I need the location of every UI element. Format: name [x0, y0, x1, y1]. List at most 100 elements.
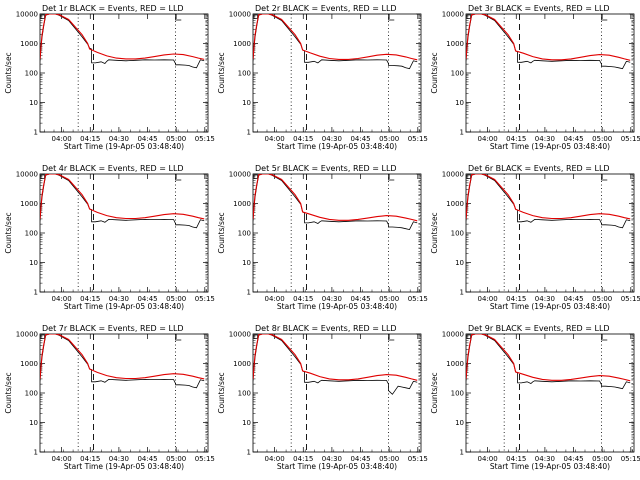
y-tick-label: 1	[460, 449, 464, 457]
y-tick-label: 10000	[229, 331, 251, 339]
lld-series-line	[253, 14, 418, 61]
y-tick-label: 10000	[442, 331, 464, 339]
lld-series-line	[40, 14, 205, 60]
panel-title: Det 6r BLACK = Events, RED = LLD	[468, 164, 610, 173]
x-tick-label: 04:00	[52, 455, 72, 463]
corner-marker	[466, 14, 471, 19]
lld-series-line	[466, 174, 631, 220]
panel-title: Det 3r BLACK = Events, RED = LLD	[468, 4, 610, 13]
x-tick-label: 05:00	[166, 455, 186, 463]
corner-marker	[40, 334, 45, 339]
x-tick-label: 05:00	[379, 455, 399, 463]
plot-frame	[465, 333, 635, 453]
x-tick-label: 04:30	[322, 455, 342, 463]
x-tick-label: 04:45	[563, 295, 583, 303]
x-tick-label: 05:15	[408, 455, 428, 463]
y-tick-label: 10000	[442, 171, 464, 179]
y-tick-label: 1000	[446, 40, 464, 48]
y-axis-label: Counts/sec	[4, 212, 13, 253]
y-tick-label: 10000	[16, 11, 38, 19]
corner-marker	[601, 335, 608, 341]
y-axis-label: Counts/sec	[217, 212, 226, 253]
x-tick-label: 04:45	[350, 455, 370, 463]
x-tick-label: 05:00	[592, 135, 612, 143]
corner-marker	[466, 174, 471, 179]
plot-frame	[39, 333, 209, 453]
detector-panel: 1 10 100 1000 10000 04:00 04:15 04:30 04:45 05:00…	[430, 324, 640, 471]
plot-frame	[39, 13, 209, 133]
x-tick-label: 04:00	[52, 135, 72, 143]
panel-title: Det 7r BLACK = Events, RED = LLD	[42, 324, 184, 333]
corner-marker	[466, 334, 471, 339]
events-series-line	[466, 174, 631, 229]
x-tick-label: 04:30	[109, 295, 129, 303]
x-axis-label: Start Time (19-Apr-05 03:48:40)	[277, 462, 397, 471]
events-series-line	[40, 174, 205, 229]
x-tick-label: 04:30	[535, 295, 555, 303]
panel-title: Det 8r BLACK = Events, RED = LLD	[255, 324, 397, 333]
y-tick-label: 10	[455, 99, 464, 107]
detector-panel: 1 10 100 1000 10000 04:00 04:15 04:30 04:45 05:00…	[430, 4, 640, 151]
x-tick-label: 04:45	[350, 295, 370, 303]
x-tick-label: 04:15	[506, 135, 526, 143]
corner-marker	[388, 175, 395, 181]
x-tick-label: 04:30	[109, 135, 129, 143]
x-tick-label: 05:00	[166, 135, 186, 143]
y-tick-label: 10000	[16, 171, 38, 179]
plot-frame	[465, 13, 635, 133]
detector-panel: 1 10 100 1000 10000 04:00 04:15 04:30 04:45 05:00…	[217, 4, 428, 151]
x-axis-label: Start Time (19-Apr-05 03:48:40)	[490, 142, 610, 151]
y-tick-label: 1000	[20, 200, 38, 208]
y-tick-label: 10000	[229, 11, 251, 19]
lld-series-line	[40, 174, 205, 220]
y-axis-label: Counts/sec	[4, 372, 13, 413]
y-tick-label: 10000	[229, 171, 251, 179]
detector-panel: 1 10 100 1000 10000 04:00 04:15 04:30 04:45 05:00…	[217, 324, 428, 471]
y-tick-label: 1	[34, 129, 38, 137]
corner-marker	[175, 175, 182, 181]
y-axis-label: Counts/sec	[4, 52, 13, 93]
x-tick-label: 04:45	[137, 455, 157, 463]
x-tick-label: 04:15	[506, 455, 526, 463]
y-tick-label: 1	[247, 289, 251, 297]
y-tick-label: 1	[247, 129, 251, 137]
panel-title: Det 4r BLACK = Events, RED = LLD	[42, 164, 184, 173]
panel-title: Det 2r BLACK = Events, RED = LLD	[255, 4, 397, 13]
x-tick-label: 04:30	[322, 295, 342, 303]
x-tick-label: 04:45	[350, 135, 370, 143]
panel-title: Det 5r BLACK = Events, RED = LLD	[255, 164, 397, 173]
lld-series-line	[253, 174, 418, 222]
y-tick-label: 10	[242, 99, 251, 107]
x-axis-label: Start Time (19-Apr-05 03:48:40)	[277, 142, 397, 151]
corner-marker	[175, 15, 182, 21]
x-tick-label: 04:00	[478, 295, 498, 303]
x-tick-label: 04:15	[293, 455, 313, 463]
y-tick-label: 1000	[233, 40, 251, 48]
x-tick-label: 04:00	[265, 455, 285, 463]
x-tick-label: 05:00	[379, 295, 399, 303]
x-tick-label: 04:00	[265, 135, 285, 143]
events-series-line	[466, 14, 631, 70]
x-tick-label: 04:15	[293, 295, 313, 303]
x-tick-label: 04:15	[80, 135, 100, 143]
y-tick-label: 10	[455, 419, 464, 427]
x-tick-label: 05:15	[621, 455, 640, 463]
y-tick-label: 1000	[20, 40, 38, 48]
events-series-line	[253, 334, 418, 395]
detector-panel: 1 10 100 1000 10000 04:00 04:15 04:30 04:45 05:00…	[430, 164, 640, 311]
y-tick-label: 100	[451, 230, 464, 238]
events-series-line	[40, 334, 205, 389]
y-tick-label: 10000	[16, 331, 38, 339]
detector-panel: 1 10 100 1000 10000 04:00 04:15 04:30 04:45 05:00…	[4, 164, 215, 311]
plot-frame	[252, 13, 422, 133]
y-tick-label: 1	[34, 449, 38, 457]
detector-panel: 1 10 100 1000 10000 04:00 04:15 04:30 04:45 05:00…	[4, 324, 215, 471]
y-tick-label: 100	[451, 390, 464, 398]
x-tick-label: 04:30	[535, 135, 555, 143]
x-axis-label: Start Time (19-Apr-05 03:48:40)	[277, 302, 397, 311]
y-axis-label: Counts/sec	[430, 372, 439, 413]
x-tick-label: 05:15	[621, 135, 640, 143]
y-tick-label: 100	[238, 70, 251, 78]
plot-frame	[465, 173, 635, 293]
